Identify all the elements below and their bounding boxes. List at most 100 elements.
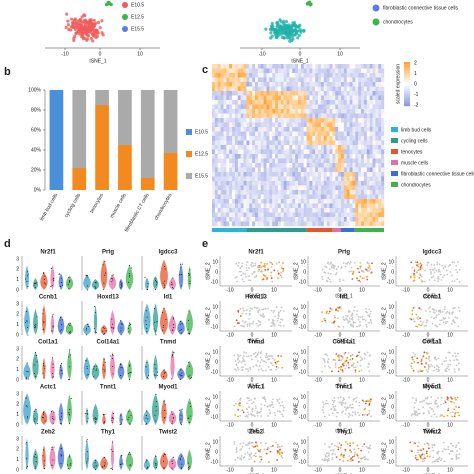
cell-dot <box>172 324 174 326</box>
heatmap-cell <box>332 127 336 132</box>
heatmap-cell <box>266 104 270 110</box>
cell-dot <box>26 320 28 322</box>
y-tick-label: 10 <box>300 304 306 310</box>
cell-dot <box>252 271 255 274</box>
heatmap-cell <box>234 127 238 132</box>
heatmap-cell <box>237 68 241 74</box>
heatmap-cell <box>361 217 365 222</box>
cell-dot <box>181 467 183 469</box>
heatmap-cell <box>263 118 267 123</box>
heatmap-cell <box>286 136 290 141</box>
heatmap-cell <box>341 136 345 141</box>
heatmap-cell <box>269 185 273 191</box>
heatmap-cell <box>266 64 270 69</box>
heatmap-cell <box>234 118 238 123</box>
cell-dot <box>353 453 356 456</box>
legend-tick-label: 2 <box>414 60 417 66</box>
heatmap-cell <box>372 149 376 155</box>
cell-dot <box>432 410 435 413</box>
cell-dot <box>104 421 106 423</box>
cell-dot <box>236 322 239 324</box>
heatmap-cell <box>366 208 370 213</box>
heatmap-cell <box>263 163 267 168</box>
heatmap-cell <box>320 122 324 128</box>
heatmap-cell <box>369 185 373 191</box>
cell-dot <box>332 406 335 408</box>
cell-dot <box>330 443 333 445</box>
cell-dot <box>327 454 330 457</box>
cell-dot <box>451 274 453 277</box>
cell-dot <box>36 282 38 284</box>
cell-dot <box>340 401 342 404</box>
cell-dot <box>36 423 38 425</box>
cell-dot <box>365 268 368 271</box>
heatmap-cell <box>355 212 359 218</box>
cell-dot <box>448 368 451 371</box>
heatmap-cell <box>283 118 287 123</box>
gene-title: Tnmd <box>160 340 177 346</box>
cell-dot <box>339 280 342 283</box>
heatmap-cell <box>358 140 362 146</box>
heatmap-cell <box>332 82 336 87</box>
heatmap-cell <box>272 217 276 222</box>
cell-dot <box>417 458 420 461</box>
cell-dot <box>274 35 279 40</box>
x-tick-label: -10 <box>258 51 265 57</box>
heatmap-cell <box>335 73 339 78</box>
cell-dot <box>247 413 250 416</box>
heatmap-cell <box>249 185 253 191</box>
heatmap-cell <box>266 190 270 195</box>
cell-dot <box>326 460 329 463</box>
cell-dot <box>236 354 239 356</box>
heatmap-cell <box>232 122 236 128</box>
heatmap-cell <box>260 68 264 74</box>
cell-dot <box>25 397 27 399</box>
heatmap-cell <box>315 73 319 78</box>
cell-dot <box>90 28 94 32</box>
heatmap-cell <box>303 64 307 69</box>
cell-dot <box>330 265 333 267</box>
heatmap-cell <box>257 190 261 195</box>
heatmap-cell <box>346 208 350 213</box>
heatmap-cell <box>352 185 356 191</box>
heatmap-cell <box>355 127 359 132</box>
cell-dot <box>156 321 158 323</box>
cell-dot <box>455 358 458 361</box>
heatmap-cell <box>326 158 330 164</box>
cell-dot <box>87 413 89 415</box>
heatmap-cell <box>269 158 273 164</box>
heatmap-cell <box>260 131 264 137</box>
cell-dot <box>112 469 114 471</box>
cell-dot <box>44 275 46 277</box>
heatmap-cell <box>266 140 270 146</box>
cell-dot <box>171 283 173 285</box>
y-tick-label: 0 <box>303 359 306 365</box>
cell-dot <box>260 368 263 370</box>
violin <box>152 303 159 335</box>
heatmap-cell <box>255 145 259 150</box>
heatmap-cell <box>255 109 259 114</box>
cell-dot <box>35 457 37 459</box>
cell-dot <box>267 307 270 310</box>
cell-dot <box>420 324 423 327</box>
cell-dot <box>265 278 268 281</box>
heatmap-cell <box>361 185 365 191</box>
y-axis-label: tSNE_2 <box>293 262 299 279</box>
heatmap-cell <box>312 190 316 195</box>
cell-dot <box>334 273 337 276</box>
heatmap-cell <box>312 82 316 87</box>
heatmap-cell <box>272 91 276 96</box>
heatmap-cell <box>275 145 279 150</box>
cell-dot <box>105 330 107 332</box>
heatmap-cell <box>286 77 290 83</box>
cell-dot <box>449 450 452 453</box>
heatmap-cell <box>352 163 356 168</box>
cell-dot <box>262 360 265 362</box>
cell-dot <box>34 352 36 354</box>
legend-swatch <box>391 138 398 143</box>
cell-dot <box>258 266 260 269</box>
heatmap-cell <box>266 73 270 78</box>
cell-dot <box>447 265 450 268</box>
heatmap-cell <box>378 95 382 101</box>
cell-dot <box>187 328 189 330</box>
